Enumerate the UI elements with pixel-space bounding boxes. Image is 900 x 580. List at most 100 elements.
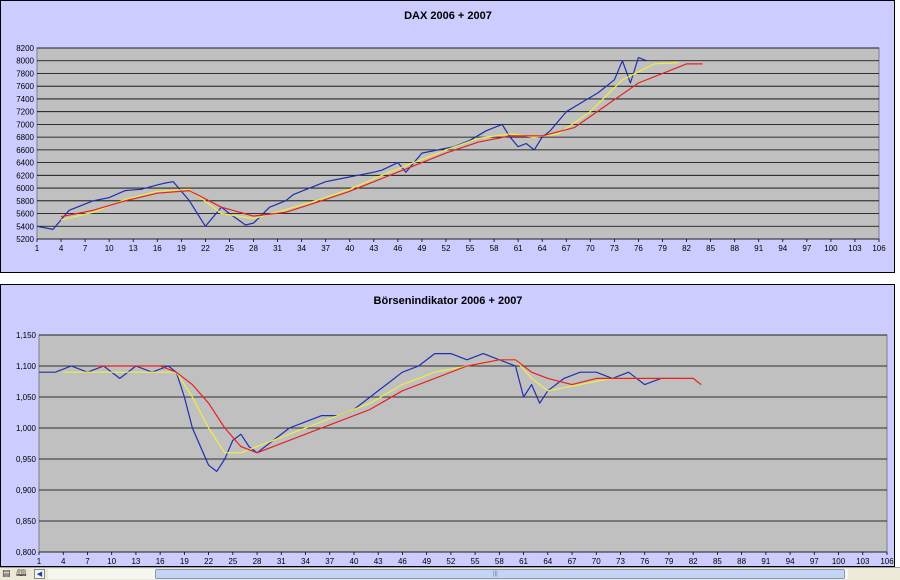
x-tick-label: 76 xyxy=(634,244,643,253)
series-line-blue xyxy=(36,56,647,230)
x-tick-label: 103 xyxy=(856,557,870,566)
x-tick-label: 13 xyxy=(131,557,140,566)
scroll-grip-icon: ||| xyxy=(493,571,498,577)
x-tick-label: 76 xyxy=(640,557,649,566)
x-tick-label: 31 xyxy=(277,557,286,566)
y-tick-label: 7200 xyxy=(16,108,34,117)
x-tick-label: 91 xyxy=(754,244,763,253)
x-tick-label: 67 xyxy=(562,244,571,253)
series-line-red xyxy=(95,359,702,454)
x-tick-label: 25 xyxy=(228,557,237,566)
x-tick-label: 52 xyxy=(442,244,451,253)
y-tick-label: 7800 xyxy=(16,69,34,78)
x-tick-label: 37 xyxy=(321,244,330,253)
x-tick-label: 16 xyxy=(156,557,165,566)
x-tick-label: 67 xyxy=(568,557,577,566)
x-tick-label: 85 xyxy=(713,557,722,566)
x-tick-label: 28 xyxy=(249,244,258,253)
x-tick-label: 7 xyxy=(83,244,88,253)
x-tick-label: 16 xyxy=(153,244,162,253)
chart-title: Börsenindikator 2006 + 2007 xyxy=(374,295,523,307)
chart-panel-boersenindikator[interactable]: Börsenindikator 2006 + 2007 0,800 0,850 0,9… xyxy=(0,284,895,567)
x-tick-label: 82 xyxy=(682,244,691,253)
x-tick-label: 37 xyxy=(325,557,334,566)
x-tick-label: 1 xyxy=(35,244,40,253)
y-tick-label: 6000 xyxy=(16,184,34,193)
boersenindikator-chart: Börsenindikator 2006 + 2007 0,800 0,850 0,9… xyxy=(16,295,894,566)
x-tick-label: 64 xyxy=(543,557,552,566)
x-tick-label: 22 xyxy=(201,244,210,253)
series-line-blue xyxy=(39,352,677,472)
horizontal-scrollbar[interactable]: ▤ 🕮 ◀ ||| xyxy=(0,567,900,580)
x-tick-label: 88 xyxy=(730,244,739,253)
x-tick-label: 64 xyxy=(538,244,547,253)
y-tick-label: 7600 xyxy=(16,82,34,91)
x-tick-label: 25 xyxy=(225,244,234,253)
x-tick-label: 100 xyxy=(824,244,838,253)
x-tick-label: 58 xyxy=(495,557,504,566)
x-tick-label: 94 xyxy=(786,557,795,566)
x-tick-label: 88 xyxy=(737,557,746,566)
x-tick-label: 4 xyxy=(59,244,64,253)
y-tick-label: 6600 xyxy=(16,146,34,155)
x-tick-label: 1 xyxy=(37,557,42,566)
x-tick-label: 73 xyxy=(616,557,625,566)
x-tick-label: 85 xyxy=(706,244,715,253)
x-tick-label: 13 xyxy=(129,244,138,253)
x-tick-label: 19 xyxy=(177,244,186,253)
x-tick-label: 43 xyxy=(374,557,383,566)
y-tick-label: 1,150 xyxy=(16,331,37,340)
x-tick-label: 55 xyxy=(471,557,480,566)
chevron-left-icon: ◀ xyxy=(36,570,43,578)
y-tick-label: 5400 xyxy=(16,222,34,231)
x-tick-label: 61 xyxy=(514,244,523,253)
y-tick-label: 6200 xyxy=(16,171,34,180)
x-tick-label: 31 xyxy=(273,244,282,253)
y-tick-label: 1,000 xyxy=(16,424,37,433)
y-tick-label: 7400 xyxy=(16,95,34,104)
y-tick-label: 5600 xyxy=(16,210,34,219)
scroll-left-button[interactable]: ◀ xyxy=(34,569,45,579)
x-tick-label: 19 xyxy=(180,557,189,566)
y-tick-label: 0,800 xyxy=(16,548,37,557)
x-tick-label: 97 xyxy=(802,244,811,253)
x-tick-label: 61 xyxy=(519,557,528,566)
x-tick-label: 106 xyxy=(880,557,894,566)
book-icon[interactable]: 🕮 xyxy=(16,569,27,579)
chart-title: DAX 2006 + 2007 xyxy=(404,10,492,22)
plot-area xyxy=(38,334,888,553)
x-tick-label: 73 xyxy=(610,244,619,253)
dax-chart: DAX 2006 + 2007 5200 5400 5600 5800 6000 6200 6… xyxy=(16,10,886,253)
scroll-thumb[interactable] xyxy=(155,569,845,579)
x-tick-label: 10 xyxy=(105,244,114,253)
x-tick-label: 70 xyxy=(592,557,601,566)
x-tick-label: 34 xyxy=(301,557,310,566)
y-tick-label: 5200 xyxy=(16,235,34,244)
x-tick-label: 55 xyxy=(466,244,475,253)
chart-panel-dax[interactable]: DAX 2006 + 2007 5200 5400 5600 5800 6000 6200 6… xyxy=(0,0,895,273)
x-tick-label: 4 xyxy=(61,557,66,566)
y-tick-label: 6800 xyxy=(16,133,34,142)
x-tick-label: 7 xyxy=(85,557,90,566)
x-tick-label: 22 xyxy=(204,557,213,566)
x-tick-label: 70 xyxy=(586,244,595,253)
x-tick-label: 94 xyxy=(778,244,787,253)
x-tick-label: 82 xyxy=(689,557,698,566)
y-tick-label: 8200 xyxy=(16,44,34,53)
y-tick-label: 7000 xyxy=(16,120,34,129)
y-tick-label: 6400 xyxy=(16,159,34,168)
x-tick-label: 34 xyxy=(297,244,306,253)
x-tick-label: 79 xyxy=(664,557,673,566)
y-tick-label: 8000 xyxy=(16,57,34,66)
y-tick-label: 5800 xyxy=(16,197,34,206)
x-tick-label: 46 xyxy=(398,557,407,566)
x-tick-label: 52 xyxy=(446,557,455,566)
x-tick-label: 43 xyxy=(369,244,378,253)
x-tick-label: 91 xyxy=(761,557,770,566)
series-line-yellow xyxy=(60,62,679,221)
x-tick-label: 49 xyxy=(417,244,426,253)
x-tick-label: 97 xyxy=(810,557,819,566)
sheet-icon[interactable]: ▤ xyxy=(2,569,11,579)
y-tick-label: 0,850 xyxy=(16,517,37,526)
x-tick-label: 46 xyxy=(393,244,402,253)
